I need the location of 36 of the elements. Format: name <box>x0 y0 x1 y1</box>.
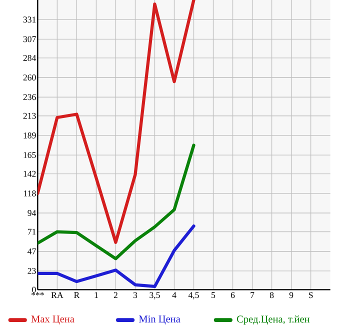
y-tick-label: 307 <box>23 36 36 42</box>
x-tick-label: 5 <box>212 292 216 298</box>
y-tick-label: 236 <box>23 94 36 100</box>
x-tick-label: S <box>308 292 313 298</box>
legend-label: Сред.Цена, т.йен <box>236 316 310 325</box>
x-tick-label: 1 <box>94 292 98 298</box>
y-tick-label: 23 <box>28 268 36 274</box>
y-tick-label: 142 <box>24 170 36 177</box>
x-tick-label: R <box>74 292 80 298</box>
y-tick-label: 118 <box>24 190 36 196</box>
y-tick-label: 213 <box>23 112 36 119</box>
x-tick-label: *** <box>32 292 44 296</box>
x-tick-label: 7 <box>250 292 254 298</box>
line-series <box>38 224 196 288</box>
x-tick-label: 4,5 <box>188 292 199 300</box>
y-tick-label: 260 <box>23 74 36 81</box>
legend-label: Min Цена <box>138 316 180 325</box>
y-tick-label: 0 <box>32 286 36 293</box>
y-tick-label: 284 <box>23 55 36 61</box>
legend-label: Max Цена <box>31 316 74 325</box>
x-tick-label: RA <box>51 292 64 298</box>
x-tick-label: 3,5 <box>150 292 160 300</box>
line-series <box>38 144 196 260</box>
y-tick-label: 331 <box>23 16 36 23</box>
x-tick-label: 6 <box>230 292 235 298</box>
y-tick-label: 189 <box>24 132 36 139</box>
y-tick-label: 165 <box>24 152 36 158</box>
x-tick-label: 3 <box>133 292 138 298</box>
x-tick-label: 9 <box>289 292 294 298</box>
x-tick-label: 4 <box>172 292 176 298</box>
y-tick-label: 94 <box>28 210 36 216</box>
y-tick-label: 71 <box>28 228 36 235</box>
y-tick-label: 47 <box>28 248 36 254</box>
x-tick-label: 2 <box>114 292 118 298</box>
line-series <box>38 0 196 244</box>
x-tick-label: 8 <box>270 292 274 298</box>
